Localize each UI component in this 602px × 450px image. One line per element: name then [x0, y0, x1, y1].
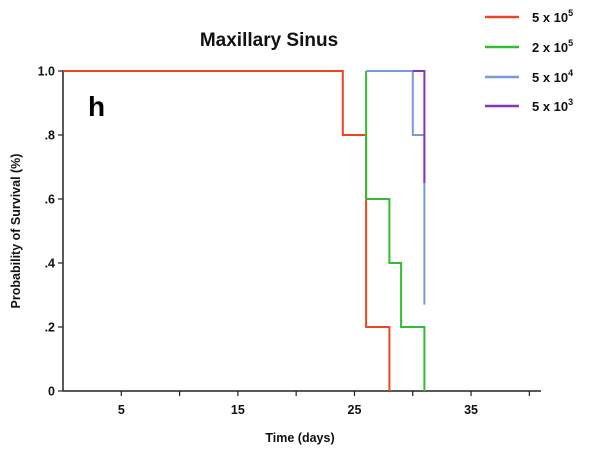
legend-label-exponent: 5	[568, 38, 573, 48]
survival-curve-3	[366, 70, 426, 305]
legend-label-base: 2 x 10	[532, 40, 568, 55]
axes: 0 .2 .4 .6 .8 1.0 5 15 25 35	[38, 65, 541, 417]
legend-label-exponent: 3	[568, 97, 573, 107]
legend-label-exponent: 5	[568, 8, 573, 18]
legend-label-3: 5 x 104	[532, 68, 573, 85]
x-tick-label: 25	[348, 403, 362, 417]
x-tick-label: 35	[464, 403, 478, 417]
y-tick-label: .2	[45, 321, 55, 335]
legend-label-2: 2 x 105	[532, 38, 573, 55]
legend-label-1: 5 x 105	[532, 8, 573, 25]
series-layer	[63, 70, 426, 391]
chart-title: Maxillary Sinus	[200, 30, 338, 51]
legend-label-4: 5 x 103	[532, 97, 573, 114]
legend-label-base: 5 x 10	[532, 10, 568, 25]
x-tick-label: 15	[231, 403, 245, 417]
legend-label-exponent: 4	[568, 68, 573, 78]
y-tick-label: .6	[45, 193, 55, 207]
y-tick-label: .8	[45, 129, 55, 143]
survival-curve-1	[63, 70, 391, 391]
panel-label: h	[88, 91, 105, 122]
survival-curve-2	[365, 71, 426, 391]
x-axis-label: Time (days)	[265, 431, 334, 445]
y-tick-label: 0	[48, 385, 55, 399]
legend-label-base: 5 x 10	[532, 99, 568, 114]
y-tick-label: 1.0	[38, 65, 55, 79]
survival-curve-4	[412, 70, 426, 183]
legend-label-base: 5 x 10	[532, 70, 568, 85]
y-tick-label: .4	[45, 257, 55, 271]
y-axis-label: Probability of Survival (%)	[9, 154, 23, 309]
x-tick-label: 5	[118, 403, 125, 417]
